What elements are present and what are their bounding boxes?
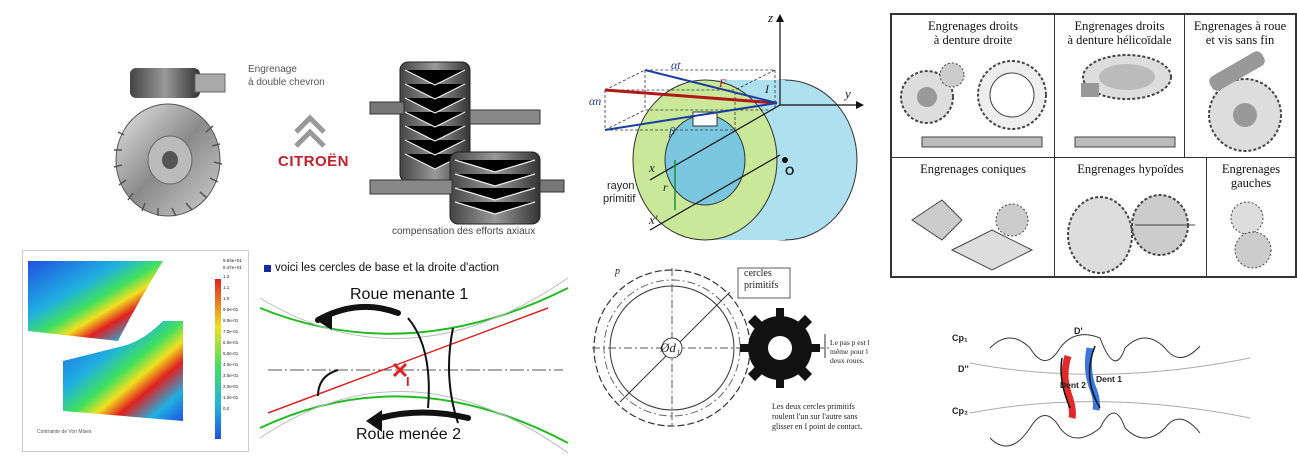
fea-legend-value: 1.0e-01 <box>223 395 239 400</box>
fea-legend-value: 1.1 <box>223 285 230 290</box>
dent1-label: Dent 1 <box>1096 374 1122 384</box>
bevel-gears-icon <box>911 199 1034 271</box>
fea-legend-value: 1.2 <box>223 274 230 279</box>
fea-legend-value: 3.0e-01 <box>223 373 239 378</box>
fea-legend-value: 6.0e-01 <box>223 340 239 345</box>
fea-legend-value: 4.0e-01 <box>223 362 239 367</box>
cp1-label: Cp₁ <box>952 333 968 343</box>
origin-label: O <box>785 164 795 178</box>
pitch-circles-label-line2: primitifs <box>744 280 779 291</box>
cell-worm: Engrenages à roue et vis sans fin <box>1184 14 1296 158</box>
herringbone-label-line2: à double chevron <box>248 77 325 88</box>
base-circles-title: voici les cercles de base et la droite d… <box>275 262 500 274</box>
driving-wheel-label: Roue menante 1 <box>350 286 469 303</box>
d-prime-label: D' <box>1074 326 1083 336</box>
tooth-profile-diagram <box>969 334 1251 447</box>
cell-title-hypoid: Engrenages hypoïdes <box>1077 162 1184 176</box>
rayon-label-line1: rayon <box>607 180 635 192</box>
fea-legend-value: 1.0 <box>223 296 230 301</box>
fea-legend-value: 5.0e-01 <box>223 351 239 356</box>
fea-panel: 9.94e+01 8.47e+01 1.2 1.1 1.0 9.0e-01 8.… <box>22 250 249 452</box>
stress-map <box>28 261 221 439</box>
citroen-logo-text: CITROËN <box>278 153 349 170</box>
force-label: F <box>719 76 727 90</box>
cell-spur-helical: Engrenages droits à denture hélicoïdale <box>1054 14 1185 158</box>
cp2-label: Cp₂ <box>952 406 968 416</box>
hypoid-gears-icon <box>1067 194 1195 274</box>
herringbone-panel: Engrenage à double chevron CITROËN compe… <box>100 40 580 240</box>
helical-gears-icon <box>1074 54 1176 148</box>
d-second-label: D'' <box>958 364 969 374</box>
fea-legend: 9.94e+01 8.47e+01 1.2 1.1 1.0 9.0e-01 8.… <box>223 257 247 414</box>
helical-geometry-panel: z y x x' I O αt αn β F r rayon primitif <box>585 10 870 250</box>
cell-title-bevel: Engrenages coniques <box>920 162 1026 176</box>
base-circles-panel: voici les cercles de base et la droite d… <box>258 258 570 458</box>
pitch-note-3: deux roues. <box>830 356 865 365</box>
alpha-t-label: αt <box>671 58 681 72</box>
pitch-circles-panel: p cercles primitifs Ød₁ Ød Le pas p est … <box>590 262 902 457</box>
fea-legend-value: 0.0 <box>223 406 230 411</box>
driven-wheel-label: Roue menée 2 <box>356 426 461 443</box>
pitch-note-6: glisser en I point de contact. <box>772 422 863 431</box>
diameter-d1-label: Ød₁ <box>660 340 681 355</box>
line-of-action-diagram <box>259 265 569 454</box>
gear-types-grid: Engrenages droits à denture droite Engre… <box>890 13 1297 278</box>
herringbone-gear-illustration <box>113 61 565 225</box>
pitch-note-2: même pour l <box>830 347 868 356</box>
fea-legend-value: 8.0e-01 <box>223 318 239 323</box>
fea-legend-value: 2.0e-01 <box>223 384 239 389</box>
cell-skew: Engrenages gauches <box>1206 157 1296 277</box>
axis-x-prime-label: x' <box>649 212 658 227</box>
axis-x-label: x <box>649 160 655 175</box>
skew-gears-icon <box>1230 201 1272 269</box>
helical-force-diagram <box>604 14 864 241</box>
axis-y-label: y <box>845 86 851 101</box>
fea-legend-value: 8.47e+01 <box>223 265 242 270</box>
worm-gear-icon <box>1208 51 1282 152</box>
cell-title-spur-helical: Engrenages droits à denture hélicoïdale <box>1067 19 1172 47</box>
rayon-label-line2: primitif <box>603 193 636 205</box>
cell-title-spur-straight: Engrenages droits à denture droite <box>928 19 1018 47</box>
pitch-note-4: Les deux cercles primitifs <box>772 402 855 411</box>
alpha-n-label: αn <box>589 94 602 108</box>
pitch-note-5: roulent l'un sur l'autre sans <box>772 412 858 421</box>
axis-z-label: z <box>768 10 774 25</box>
diameter-d2-label: Ød <box>770 342 784 354</box>
point-i-label: I <box>765 82 769 96</box>
pitch-p-label: p <box>615 266 620 277</box>
contact-point-label: I <box>406 374 410 389</box>
cell-spur-straight: Engrenages droits à denture droite <box>891 14 1055 158</box>
fea-legend-value: 7.0e-01 <box>223 329 239 334</box>
cell-title-worm: Engrenages à roue et vis sans fin <box>1193 19 1287 47</box>
axial-compensation-caption: compensation des efforts axiaux <box>392 226 536 237</box>
herringbone-label-line1: Engrenage <box>248 64 297 75</box>
cell-hypoid: Engrenages hypoïdes <box>1054 157 1207 277</box>
fea-legend-value: 9.0e-01 <box>223 307 239 312</box>
dent2-label: Dent 2 <box>1060 380 1086 390</box>
beta-label: β <box>669 124 675 138</box>
fea-legend-value: 9.94e+01 <box>223 258 242 263</box>
teeth-contact-panel: Cp₁ Cp₂ D' D'' Dent 2 Dent 1 <box>950 318 1290 458</box>
cell-bevel: Engrenages coniques <box>891 157 1055 277</box>
fea-caption: Contrainte de Von Mises <box>37 429 92 435</box>
pitch-circle-diagram <box>592 267 830 428</box>
pitch-note-1: Le pas p est l <box>830 338 870 347</box>
radius-r-label: r <box>663 180 668 194</box>
pitch-circles-label-line1: cercles <box>744 268 772 279</box>
spur-gears-icon <box>900 60 1047 148</box>
cell-title-skew: Engrenages gauches <box>1221 162 1281 190</box>
